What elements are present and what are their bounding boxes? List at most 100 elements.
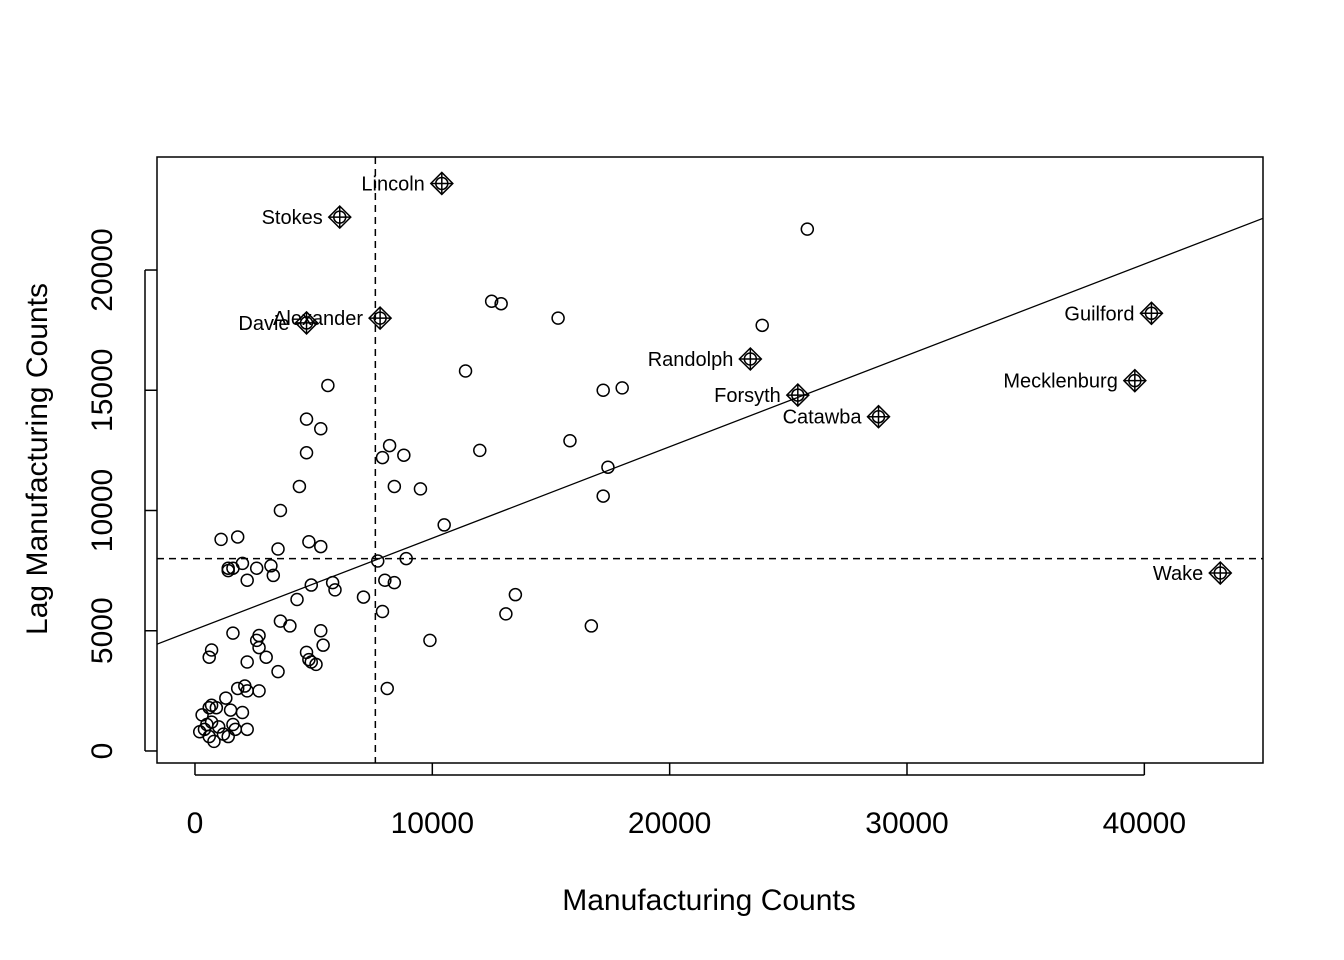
data-point	[202, 700, 216, 715]
data-point	[800, 222, 815, 236]
x-tick-label: 30000	[865, 807, 948, 840]
point-label: Catawba	[783, 407, 863, 429]
data-point	[499, 607, 513, 621]
data-point	[252, 684, 266, 698]
data-point	[207, 734, 221, 749]
data-point	[413, 482, 428, 496]
data-point	[399, 551, 413, 566]
data-point	[283, 619, 297, 633]
point-label: Randolph	[648, 349, 734, 371]
point-label: Davie	[238, 313, 289, 335]
y-tick-label: 15000	[86, 349, 119, 432]
point-label: Stokes	[262, 207, 323, 229]
data-point	[370, 554, 385, 568]
data-point	[316, 638, 330, 652]
data-point	[235, 556, 250, 571]
point-label: Lincoln	[361, 173, 424, 195]
point-label: Mecklenburg	[1003, 371, 1118, 393]
data-point	[375, 450, 390, 465]
influential-point	[738, 346, 763, 372]
plot-area	[157, 157, 1263, 763]
data-point	[314, 421, 328, 436]
data-point	[458, 364, 473, 378]
influential-point	[866, 404, 891, 429]
data-point	[219, 691, 233, 705]
x-tick-label: 0	[187, 807, 204, 840]
regression-line	[157, 217, 1263, 645]
data-point	[601, 460, 615, 474]
data-point	[211, 720, 226, 734]
data-point	[314, 539, 328, 554]
influential-point	[785, 383, 810, 408]
data-point	[321, 378, 335, 393]
data-point	[204, 643, 219, 657]
data-point	[290, 592, 304, 607]
data-point	[271, 664, 285, 679]
plot-layer: 0 10000 20000 30000 40000 0 5000 10000 15000 2000…	[86, 156, 1264, 840]
data-point	[615, 381, 629, 395]
data-point	[221, 729, 235, 744]
data-point	[240, 655, 254, 669]
data-point	[240, 722, 254, 737]
data-point	[249, 561, 264, 575]
influential-point	[1122, 368, 1147, 393]
data-point	[551, 311, 565, 325]
data-point	[314, 623, 328, 638]
influential-point	[368, 306, 393, 331]
data-point	[397, 448, 411, 462]
data-point	[266, 568, 281, 583]
data-point	[202, 650, 216, 664]
data-point	[508, 587, 523, 602]
data-point	[202, 729, 216, 744]
data-point	[299, 446, 314, 460]
data-point	[240, 573, 254, 587]
data-point	[382, 438, 397, 453]
y-tick-label: 20000	[86, 228, 119, 311]
data-point	[380, 681, 394, 696]
data-point	[302, 652, 316, 667]
x-axis-title: Manufacturing Counts	[562, 884, 856, 917]
data-point	[473, 443, 487, 458]
data-point	[423, 633, 437, 648]
x-tick-label: 10000	[391, 807, 474, 840]
data-point	[387, 575, 402, 590]
influential-point	[1208, 560, 1233, 586]
data-point	[273, 503, 288, 518]
data-point	[259, 650, 273, 664]
data-point	[292, 479, 307, 494]
data-point	[755, 318, 769, 333]
data-point	[563, 434, 577, 448]
data-point	[252, 628, 266, 643]
data-point	[214, 532, 228, 547]
data-point	[223, 703, 238, 717]
point-label: Guilford	[1064, 303, 1134, 325]
x-tick-label: 40000	[1103, 807, 1186, 840]
influential-point	[294, 310, 319, 335]
data-point	[299, 412, 314, 426]
y-tick-label: 5000	[86, 597, 119, 664]
data-point	[204, 715, 219, 729]
point-label: Alexander	[273, 308, 363, 330]
data-point	[204, 698, 219, 713]
data-point	[596, 489, 610, 503]
data-point	[378, 573, 392, 587]
data-point	[484, 294, 499, 309]
x-tick-label: 20000	[628, 807, 711, 840]
influential-point	[1139, 301, 1164, 326]
data-point	[325, 575, 340, 590]
influential-point	[327, 205, 352, 230]
data-point	[302, 535, 316, 549]
data-point	[494, 296, 508, 311]
data-point	[437, 518, 451, 532]
data-point	[226, 626, 240, 640]
point-label: Forsyth	[714, 385, 781, 407]
y-tick-label: 10000	[86, 469, 119, 552]
data-point	[221, 561, 235, 575]
data-point	[271, 542, 285, 556]
data-point	[584, 619, 599, 633]
y-axis-title: Lag Manufacturing Counts	[21, 283, 54, 635]
data-point	[230, 530, 245, 544]
y-tick-label: 0	[86, 743, 119, 760]
data-point	[230, 681, 245, 696]
